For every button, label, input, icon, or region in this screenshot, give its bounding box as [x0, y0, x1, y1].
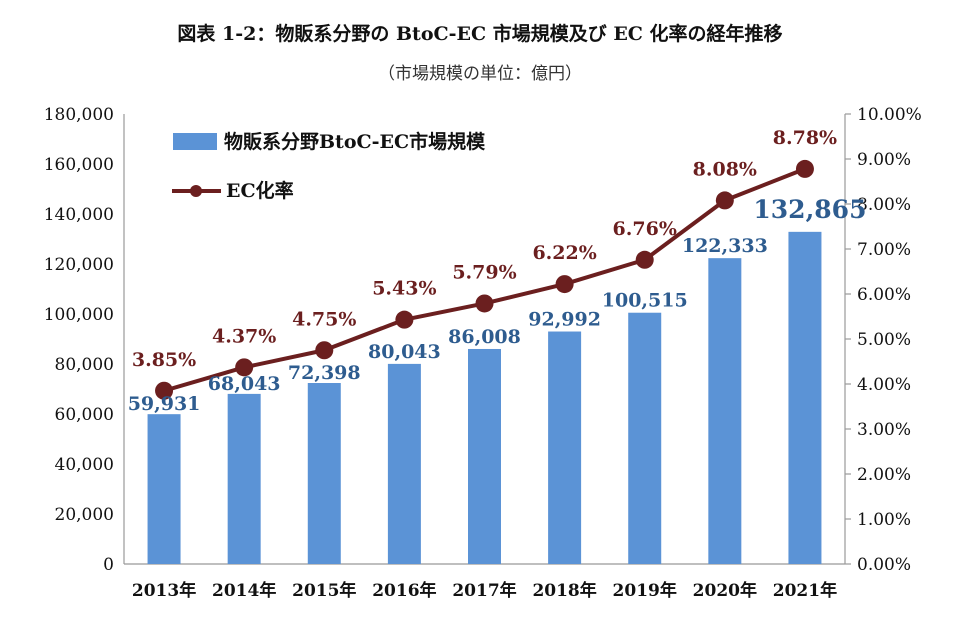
bar-value-label: 59,931	[128, 393, 201, 415]
y-left-tick-label: 40,000	[55, 455, 114, 475]
x-tick-label: 2015年	[292, 580, 356, 601]
legend-line-label: EC化率	[226, 179, 294, 202]
y-right-tick-label: 6.00%	[857, 285, 911, 305]
ec-rate-point	[235, 358, 254, 377]
bar-value-label: 68,043	[208, 373, 281, 395]
x-tick-label: 2013年	[132, 580, 196, 601]
chart-title: 図表 1-2：物販系分野の BtoC-EC 市場規模及び EC 化率の経年推移	[177, 22, 782, 45]
y-right-tick-label: 7.00%	[857, 240, 911, 260]
y-right-tick-label: 4.00%	[857, 375, 911, 395]
y-left-tick-label: 100,000	[44, 305, 114, 325]
bar	[227, 393, 261, 564]
bar	[468, 348, 501, 564]
x-tick-label: 2020年	[693, 580, 757, 601]
ec-rate-point	[395, 310, 414, 329]
bar	[307, 383, 341, 564]
ec-rate-label: 5.79%	[452, 261, 516, 283]
ec-rate-label: 6.22%	[532, 242, 596, 264]
y-left-tick-label: 20,000	[55, 505, 114, 525]
plot-area: 0 20,000 40,000 60,000 80,000 100,000 120,000 1…	[44, 105, 922, 601]
y-right-tick-label: 2.00%	[857, 465, 911, 485]
y-right-tick-label: 1.00%	[857, 510, 911, 530]
x-tick-label: 2017年	[452, 580, 516, 601]
ec-rate-label: 5.43%	[372, 278, 436, 300]
bar-value-label: 72,398	[288, 362, 361, 384]
bar-value-label: 100,515	[602, 290, 688, 312]
ec-rate-label: 8.78%	[773, 127, 837, 149]
y-left-tick-label: 80,000	[55, 355, 114, 375]
bar	[708, 258, 742, 564]
y-right-tick-label: 0.00%	[857, 555, 911, 575]
ec-rate-label: 6.76%	[613, 218, 677, 240]
bar	[387, 363, 421, 564]
y-left-tick-label: 120,000	[44, 255, 114, 275]
legend-bar-label: 物販系分野BtoC-EC市場規模	[224, 130, 486, 153]
y-left-tick-label: 0	[103, 555, 114, 575]
bar	[548, 331, 582, 564]
ec-rate-point	[715, 191, 734, 210]
y-left-tick-label: 140,000	[44, 205, 114, 225]
ec-rate-label: 3.85%	[132, 349, 196, 371]
bar-value-label: 86,008	[448, 326, 521, 348]
legend-line-marker	[190, 185, 202, 197]
y-right-tick-label: 10.00%	[857, 105, 922, 125]
ec-rate-point	[555, 275, 574, 294]
chart-subtitle: （市場規模の単位：億円）	[378, 64, 582, 84]
bar-value-label: 122,333	[682, 235, 768, 257]
y-left-tick-label: 180,000	[44, 105, 114, 125]
bar	[788, 231, 822, 564]
legend: 物販系分野BtoC-EC市場規模 EC化率	[172, 130, 486, 202]
ec-rate-point	[155, 381, 174, 400]
ec-rate-label: 4.37%	[212, 325, 276, 347]
ec-rate-point	[475, 294, 494, 313]
x-tick-label: 2018年	[532, 580, 596, 601]
ec-rate-label: 8.08%	[693, 158, 757, 180]
y-right-tick-label: 9.00%	[857, 150, 911, 170]
bar-value-label: 92,992	[528, 309, 601, 331]
legend-bar-swatch	[173, 133, 217, 150]
x-tick-label: 2019年	[613, 580, 677, 601]
y-right-tick-label: 8.00%	[857, 195, 911, 215]
y-left-tick-label: 60,000	[55, 405, 114, 425]
x-tick-label: 2016年	[372, 580, 436, 601]
ec-rate-label: 4.75%	[292, 308, 356, 330]
x-tick-label: 2014年	[212, 580, 276, 601]
bar	[628, 312, 662, 564]
bar	[147, 414, 181, 564]
ec-rate-point	[635, 250, 654, 269]
bar-value-label: 132,865	[753, 195, 866, 224]
y-right-tick-label: 5.00%	[857, 330, 911, 350]
y-left-tick-label: 160,000	[44, 155, 114, 175]
ec-rate-point	[315, 341, 334, 360]
x-tick-label: 2021年	[773, 580, 837, 601]
ec-rate-point	[795, 159, 814, 178]
bar-value-label: 80,043	[368, 341, 441, 363]
y-right-tick-label: 3.00%	[857, 420, 911, 440]
